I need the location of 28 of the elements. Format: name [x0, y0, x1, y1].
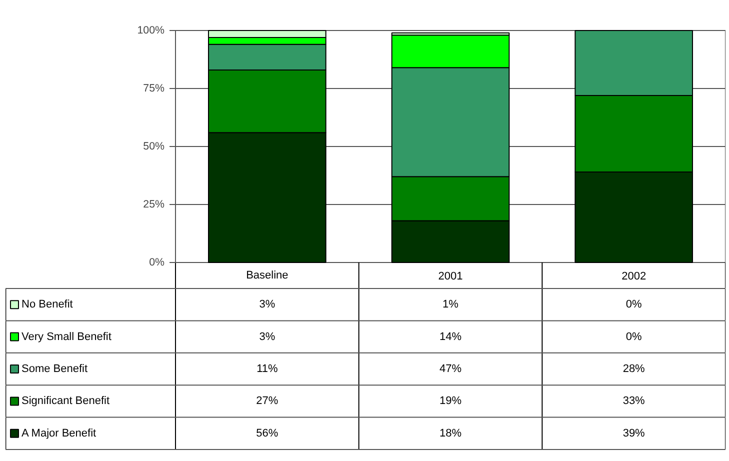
y-tick-label: 25%: [143, 198, 166, 210]
legend-label: Some Benefit: [22, 363, 88, 375]
data-label: 11%: [256, 363, 278, 375]
legend-label: No Benefit: [22, 298, 73, 311]
y-tick-label: 0%: [149, 256, 166, 268]
x-tick-label: 2001: [438, 270, 463, 282]
x-tick-label: 2002: [622, 270, 646, 282]
data-label: 3%: [259, 298, 276, 311]
data-label: 27%: [256, 395, 278, 408]
data-label: 18%: [439, 427, 462, 440]
data-label: 47%: [439, 363, 462, 375]
data-label: 0%: [626, 330, 642, 343]
y-tick-label: 100%: [137, 24, 166, 36]
data-label: 1%: [442, 298, 459, 311]
data-label: 14%: [439, 330, 462, 343]
data-label: 0%: [626, 298, 642, 311]
data-label: 28%: [622, 363, 646, 375]
x-tick-label: Baseline: [246, 270, 288, 282]
data-label: 39%: [622, 427, 646, 440]
data-label: 3%: [259, 330, 276, 343]
y-tick-label: 50%: [143, 140, 166, 152]
data-label: 56%: [256, 427, 278, 440]
y-tick-label: 75%: [143, 82, 166, 94]
legend-label: A Major Benefit: [22, 427, 96, 440]
data-label: 19%: [439, 395, 462, 408]
legend-label: Very Small Benefit: [22, 330, 112, 343]
data-label: 33%: [622, 395, 646, 408]
legend-label: Significant Benefit: [22, 395, 110, 408]
